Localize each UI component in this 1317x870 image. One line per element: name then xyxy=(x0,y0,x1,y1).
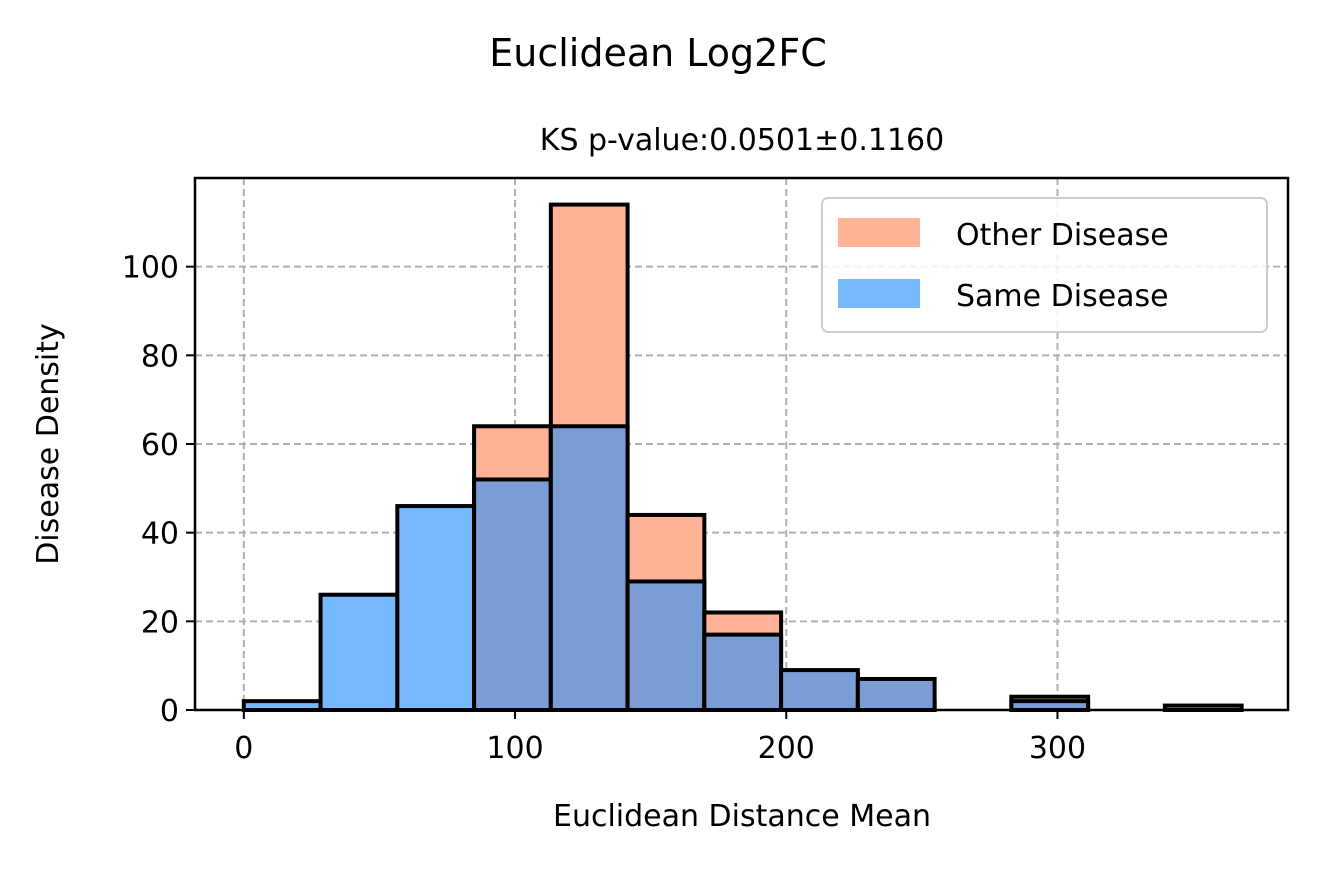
bar-same-disease xyxy=(395,504,477,713)
x-tick-label: 200 xyxy=(758,731,815,766)
bar-same-disease xyxy=(472,477,553,713)
bar-same-disease xyxy=(548,424,630,712)
y-tick-label: 80 xyxy=(141,339,179,374)
legend-frame xyxy=(821,197,1268,333)
legend-label-other-disease: Other Disease xyxy=(956,218,1169,253)
legend: Other Disease Same Disease xyxy=(821,197,1268,333)
x-tick-label: 300 xyxy=(1029,731,1086,766)
x-axis-label: Euclidean Distance Mean xyxy=(553,799,931,834)
bar-same-disease xyxy=(1009,699,1091,713)
x-tick-label: 100 xyxy=(486,731,543,766)
axes-title: KS p-value:0.0501±0.1160 xyxy=(540,123,944,158)
y-tick-label: 60 xyxy=(141,428,179,463)
bars-group xyxy=(241,202,1244,713)
legend-swatch-other-disease xyxy=(838,218,920,247)
y-tick-label: 100 xyxy=(122,251,179,286)
bar-same-disease xyxy=(318,592,400,713)
bar-same-disease xyxy=(779,668,860,712)
bar-same-disease xyxy=(241,699,323,713)
figure-suptitle: Euclidean Log2FC xyxy=(489,31,827,75)
bar-same-disease xyxy=(855,676,937,713)
legend-swatch-same-disease xyxy=(838,279,920,308)
axis-ticks: 0 100 200 300 0 20 40 60 80 100 xyxy=(122,251,1086,766)
y-tick-label: 0 xyxy=(160,694,179,729)
y-axis-label: Disease Density xyxy=(31,323,66,565)
y-tick-label: 20 xyxy=(141,605,179,640)
bar-same-disease xyxy=(625,579,707,713)
legend-label-same-disease: Same Disease xyxy=(956,279,1169,314)
y-tick-label: 40 xyxy=(141,517,179,552)
bar-same-disease xyxy=(702,632,784,713)
x-tick-label: 0 xyxy=(234,731,253,766)
